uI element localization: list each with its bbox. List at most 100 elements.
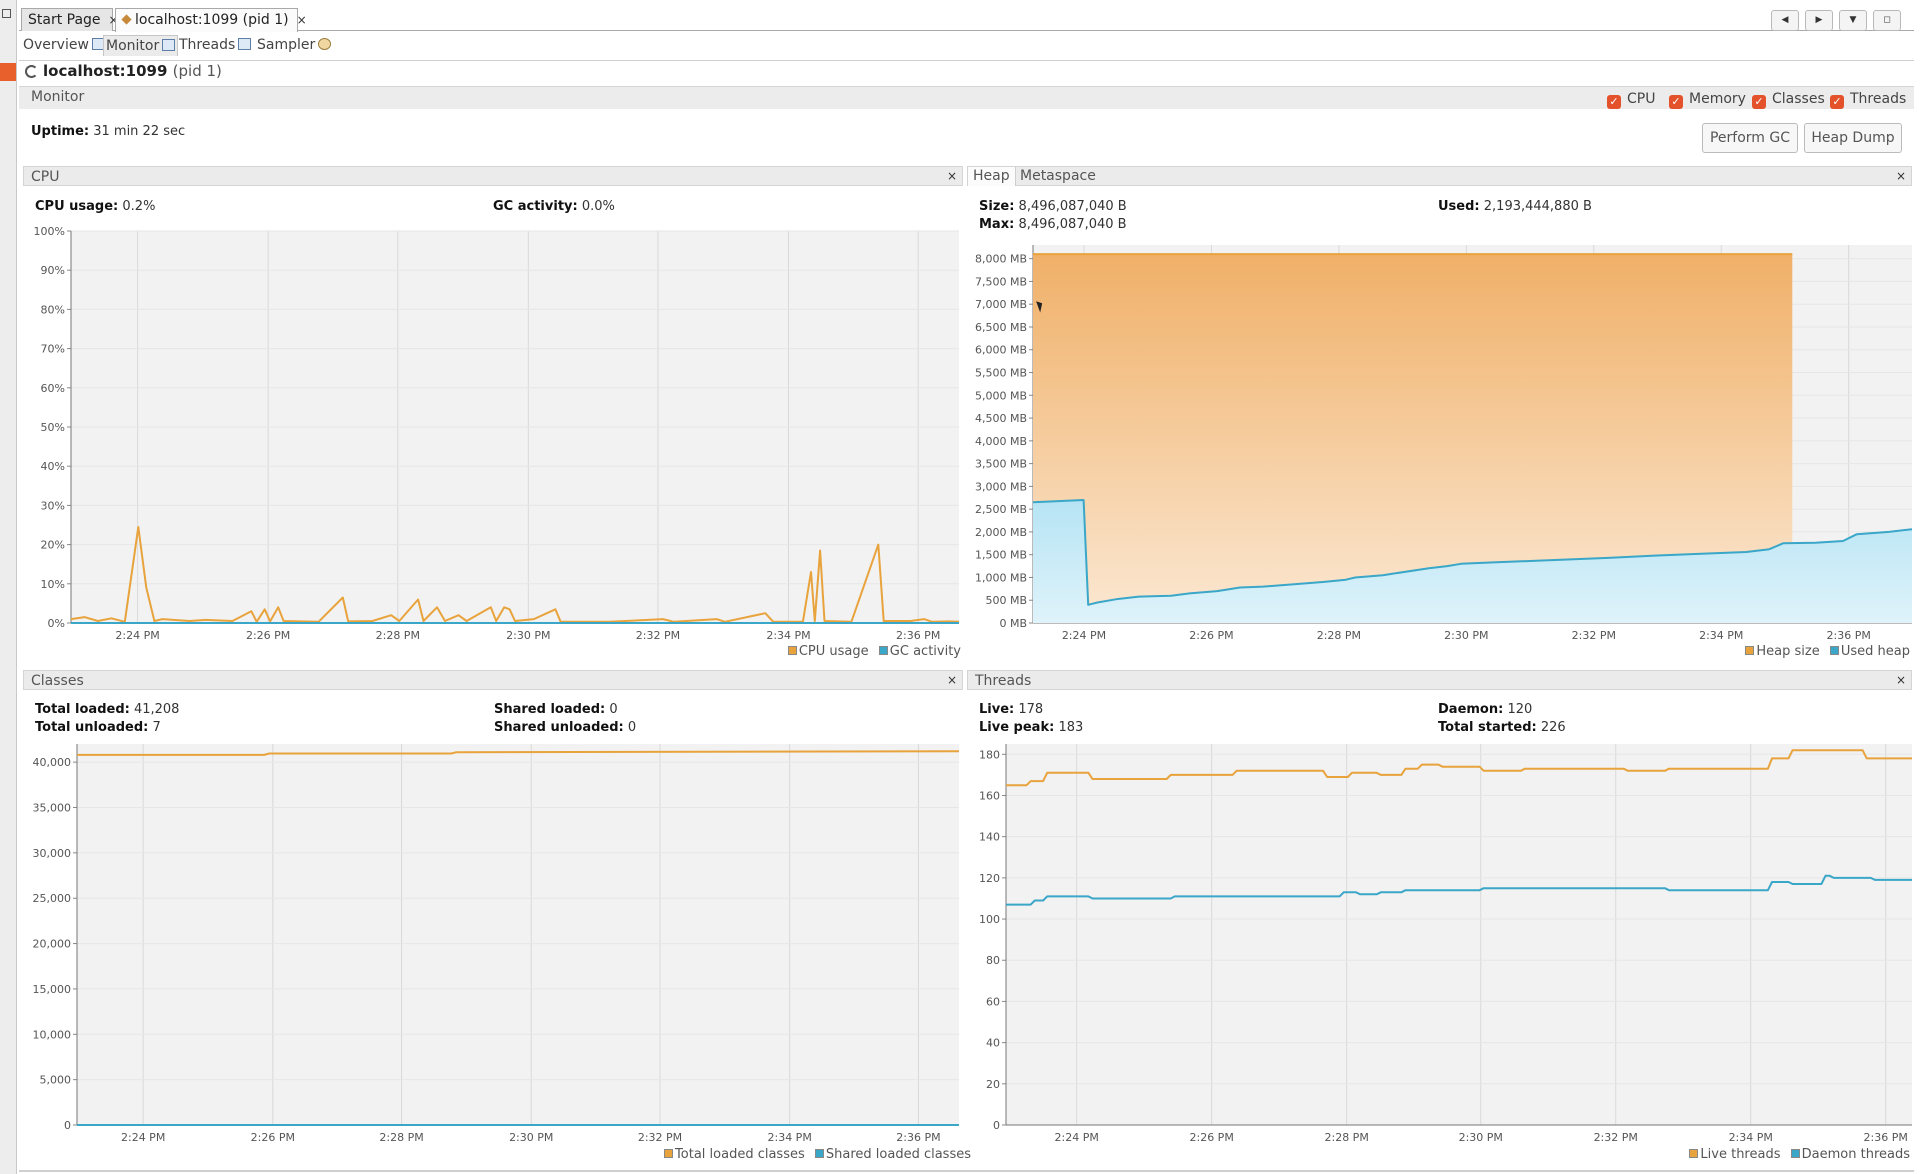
stat-label: Shared loaded:: [494, 702, 606, 717]
y-tick-label: 2,500 MB: [975, 503, 1027, 516]
bottom-border: [19, 1170, 1914, 1172]
tab-monitor[interactable]: Monitor: [103, 35, 179, 56]
y-tick-label: 4,500 MB: [975, 412, 1027, 425]
uptime: Uptime: 31 min 22 sec: [31, 124, 185, 139]
tab-localhost[interactable]: localhost:1099 (pid 1) ×: [115, 8, 307, 32]
uptime-value: 31 min 22 sec: [93, 124, 186, 139]
x-tick-label: 2:28 PM: [1317, 629, 1361, 642]
stat-value: 226: [1540, 720, 1566, 735]
y-tick-label: 1,500 MB: [975, 549, 1027, 562]
classes-chart: 2:24 PM 2:26 PM 2:28 PM 2:30 PM 2:32 PM 2:34 …: [33, 744, 960, 1144]
y-tick-label: 50%: [41, 421, 65, 434]
y-tick-label: 140: [979, 831, 1000, 844]
stat-label: Size:: [979, 199, 1015, 214]
y-tick-label: 120: [979, 872, 1000, 885]
tab-overview[interactable]: Overview: [21, 35, 107, 56]
close-icon[interactable]: ×: [946, 169, 957, 183]
cpu-checkbox[interactable]: ✓ CPU: [1607, 91, 1655, 109]
series-area-used-heap: [1033, 500, 1912, 623]
close-icon[interactable]: ×: [108, 13, 119, 27]
panel-title: Threads: [975, 673, 1032, 689]
legend-label: Heap size: [1756, 644, 1820, 659]
legend-swatch: [1745, 646, 1755, 655]
stat-value: 120: [1507, 702, 1533, 717]
cpu-legend: CPU usage GC activity: [782, 644, 961, 659]
maximize-button[interactable]: ◻: [1873, 10, 1901, 31]
y-tick-label: 100%: [34, 225, 65, 238]
stat-label: Daemon:: [1438, 702, 1504, 717]
scroll-left-button[interactable]: ◀: [1771, 10, 1799, 31]
tab-start-page[interactable]: Start Page ×: [21, 8, 119, 31]
panel-title: CPU: [31, 169, 60, 185]
x-tick-label: 2:32 PM: [636, 629, 680, 642]
x-tick-label: 2:24 PM: [1055, 1131, 1099, 1144]
checkbox-label: Classes: [1772, 91, 1825, 107]
perform-gc-button[interactable]: Perform GC: [1702, 123, 1798, 153]
uptime-label: Uptime:: [31, 124, 90, 139]
series-line-total-loaded-classes: [77, 750, 960, 756]
y-tick-label: 10,000: [33, 1028, 72, 1041]
close-icon[interactable]: ×: [296, 13, 307, 27]
x-tick-label: 2:36 PM: [896, 1131, 940, 1144]
close-icon[interactable]: ×: [946, 673, 957, 687]
check-icon: ✓: [1607, 95, 1621, 109]
close-icon[interactable]: ×: [1895, 169, 1906, 183]
y-tick-label: 3,000 MB: [975, 480, 1027, 493]
stat-label: CPU usage:: [35, 199, 119, 214]
total-unloaded-stat: Total unloaded: 7: [35, 720, 161, 735]
cpu-panel: CPU × CPU usage: 0.2% GC activity: 0.0% …: [23, 166, 963, 666]
memory-checkbox[interactable]: ✓ Memory: [1669, 91, 1746, 109]
stat-label: Total loaded:: [35, 702, 130, 717]
y-tick-label: 20%: [41, 539, 65, 552]
x-tick-label: 2:30 PM: [1444, 629, 1488, 642]
legend-swatch: [878, 646, 888, 655]
stat-label: GC activity:: [493, 199, 578, 214]
live-threads-stat: Live: 178: [979, 702, 1043, 717]
scroll-right-button[interactable]: ▶: [1805, 10, 1833, 31]
plot-area: [1006, 744, 1912, 1125]
dock-marker[interactable]: [0, 63, 16, 81]
legend-label: Total loaded classes: [675, 1147, 805, 1162]
app-area: Start Page × localhost:1099 (pid 1) × ◀ ▶ …: [19, 0, 1914, 1174]
heap-max-stat: Max: 8,496,087,040 B: [979, 217, 1127, 232]
y-tick-label: 500 MB: [985, 594, 1027, 607]
memory-panel: Heap Metaspace × Size: 8,496,087,040 B M…: [967, 166, 1913, 666]
y-tick-label: 3,500 MB: [975, 458, 1027, 471]
tab-label: Start Page: [28, 12, 101, 28]
x-tick-label: 2:26 PM: [1189, 1131, 1233, 1144]
close-icon[interactable]: ×: [1895, 673, 1906, 687]
tab-threads[interactable]: Threads: [177, 35, 253, 56]
window-icon[interactable]: [2, 9, 11, 18]
x-tick-label: 2:30 PM: [1459, 1131, 1503, 1144]
heap-dump-button[interactable]: Heap Dump: [1804, 123, 1902, 153]
y-tick-label: 6,500 MB: [975, 321, 1027, 334]
series-line-daemon-threads: [1006, 874, 1912, 906]
y-tick-label: 6,000 MB: [975, 344, 1027, 357]
stat-value: 0.2%: [122, 199, 156, 214]
show-opened-documents-button[interactable]: ▼: [1839, 10, 1867, 31]
tab-sampler[interactable]: Sampler: [255, 35, 333, 56]
tab-label: localhost:1099 (pid 1): [135, 12, 289, 28]
total-started-stat: Total started: 226: [1438, 720, 1566, 735]
stat-value: 0: [627, 720, 637, 735]
cpu-usage-stat: CPU usage: 0.2%: [35, 199, 155, 214]
x-tick-label: 2:36 PM: [1827, 629, 1871, 642]
stat-label: Total unloaded:: [35, 720, 149, 735]
x-tick-label: 2:26 PM: [1189, 629, 1233, 642]
x-tick-label: 2:34 PM: [1699, 629, 1743, 642]
classes-checkbox[interactable]: ✓ Classes: [1752, 91, 1825, 109]
tab-metaspace[interactable]: Metaspace: [1020, 168, 1096, 184]
classes-legend: Total loaded classes Shared loaded class…: [658, 1147, 971, 1162]
stat-value: 8,496,087,040 B: [1018, 217, 1127, 232]
y-tick-label: 15,000: [33, 983, 72, 996]
stat-value: 0: [609, 702, 618, 717]
panel-title: Classes: [31, 673, 84, 689]
tab-heap[interactable]: Heap: [968, 167, 1016, 186]
threads-checkbox[interactable]: ✓ Threads: [1830, 91, 1906, 109]
x-tick-label: 2:32 PM: [1594, 1131, 1638, 1144]
threads-icon: [238, 38, 252, 50]
y-tick-label: 7,500 MB: [975, 275, 1027, 288]
legend-label: Shared loaded classes: [825, 1147, 971, 1162]
series-line-cpu-usage: [70, 526, 960, 623]
stat-value: 183: [1058, 720, 1084, 735]
